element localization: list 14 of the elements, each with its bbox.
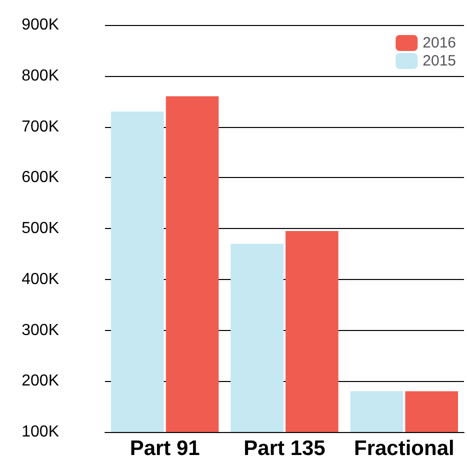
- y-tick-label: 400K: [22, 270, 60, 288]
- legend-label: 2015: [422, 52, 456, 70]
- legend-label: 2016: [422, 34, 456, 52]
- y-tick-label: 600K: [22, 169, 60, 186]
- y-tick-label: 900K: [22, 16, 60, 34]
- y-tick-label: 800K: [22, 67, 60, 84]
- y-tick-label: 200K: [22, 372, 60, 390]
- y-tick-label: 700K: [22, 118, 60, 136]
- x-tick-label: Part 135: [244, 437, 326, 460]
- y-tick-label: 500K: [22, 220, 60, 237]
- x-tick-label: Part 91: [130, 437, 200, 460]
- x-tick-label: Fractional: [354, 437, 454, 460]
- y-tick-label: 300K: [22, 322, 60, 339]
- y-tick-label: 100K: [22, 424, 60, 440]
